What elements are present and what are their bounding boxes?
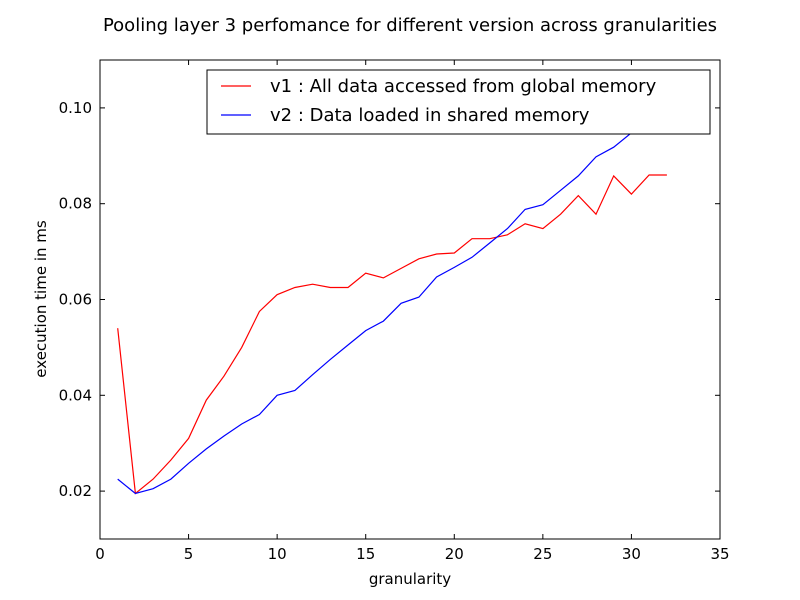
series-line-v1 <box>117 174 667 495</box>
x-tick-label: 30 <box>622 545 641 563</box>
y-tick-label: 0.04 <box>59 386 92 404</box>
x-tick-label: 10 <box>268 545 287 563</box>
y-axis-label: execution time in ms <box>32 220 50 378</box>
x-tick-label: 0 <box>95 545 105 563</box>
legend-label-v2: v2 : Data loaded in shared memory <box>270 105 590 126</box>
x-tick-label: 20 <box>445 545 464 563</box>
y-tick-label: 0.08 <box>59 195 92 213</box>
y-tick-label: 0.02 <box>59 482 92 500</box>
series-layer <box>117 83 668 495</box>
axis-ticks: 0 5 10 15 20 25 30 35 0.02 0.04 0.06 0.08 0.10 <box>59 60 730 563</box>
x-tick-label: 35 <box>710 545 729 563</box>
y-tick-label: 0.10 <box>59 99 92 117</box>
x-tick-label: 5 <box>184 545 194 563</box>
x-tick-label: 15 <box>356 545 375 563</box>
legend: v1 : All data accessed from global memor… <box>206 69 711 135</box>
legend-box <box>206 69 711 135</box>
y-tick-label: 0.06 <box>59 291 92 309</box>
chart-title: Pooling layer 3 perfomance for different… <box>103 15 717 36</box>
legend-label-v1: v1 : All data accessed from global memor… <box>270 76 657 97</box>
x-tick-label: 25 <box>533 545 552 563</box>
x-axis-label: granularity <box>369 570 451 588</box>
plot-frame <box>99 59 721 540</box>
series-line-v2 <box>117 83 668 495</box>
